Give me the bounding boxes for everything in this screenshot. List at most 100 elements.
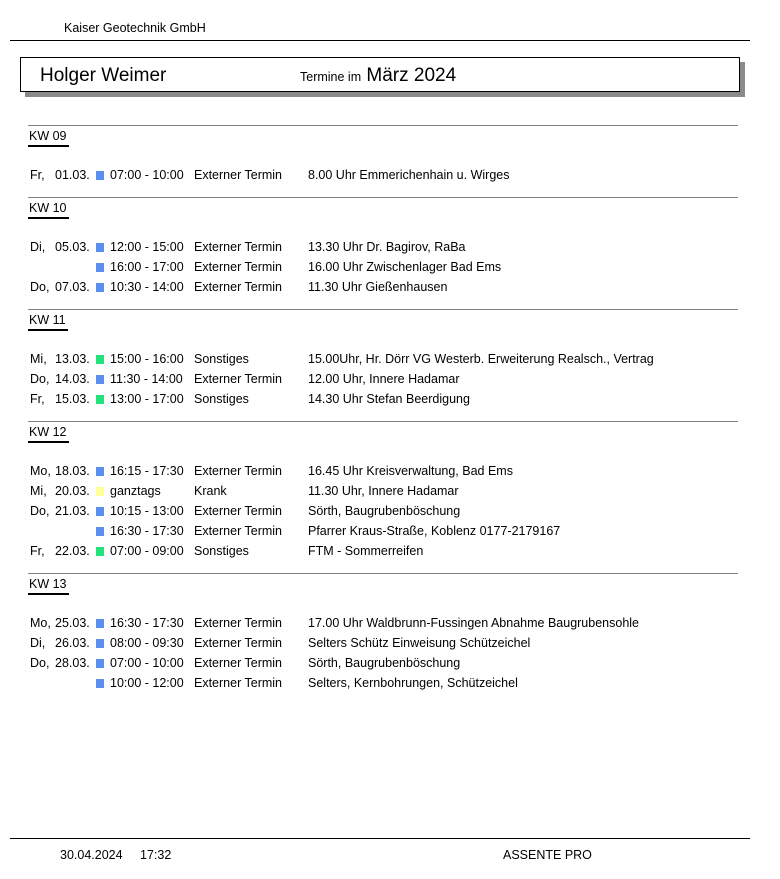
appointment-row[interactable]: Fr, 22.03. 07:00 - 09:00 Sonstiges FTM -… xyxy=(28,541,738,561)
category-color-icon xyxy=(96,395,104,404)
appointment-list: KW 09 Fr, 01.03. 07:00 - 10:00 Externer T… xyxy=(28,125,738,705)
appointment-row[interactable]: Mi, 13.03. 15:00 - 16:00 Sonstiges 15.00… xyxy=(28,349,738,369)
weekday: Mi, xyxy=(30,484,47,498)
appointment-row[interactable]: Di, 26.03. 08:00 - 09:30 Externer Termin… xyxy=(28,633,738,653)
date: 28.03. xyxy=(55,656,90,670)
date: 20.03. xyxy=(55,484,90,498)
category-color-icon xyxy=(96,619,104,628)
time-range: 11:30 - 14:00 xyxy=(110,372,183,386)
header-divider xyxy=(10,40,750,41)
time-range: 16:30 - 17:30 xyxy=(110,616,184,630)
appointment-description: 11.30 Uhr Gießenhausen xyxy=(308,280,448,294)
week-section: KW 09 Fr, 01.03. 07:00 - 10:00 Externer T… xyxy=(28,125,738,197)
appointment-type: Externer Termin xyxy=(194,524,282,538)
week-section: KW 12 Mo, 18.03. 16:15 - 17:30 Externer T… xyxy=(28,421,738,573)
appointment-row[interactable]: Di, 05.03. 12:00 - 15:00 Externer Termin… xyxy=(28,237,738,257)
weekday: Fr, xyxy=(30,392,45,406)
appointment-description: 12.00 Uhr, Innere Hadamar xyxy=(308,372,460,386)
time-range: 07:00 - 10:00 xyxy=(110,656,184,670)
appointment-row[interactable]: Do, 14.03. 11:30 - 14:00 Externer Termin… xyxy=(28,369,738,389)
appointment-type: Externer Termin xyxy=(194,464,282,478)
person-name: Holger Weimer xyxy=(40,65,167,86)
appointment-type: Sonstiges xyxy=(194,544,249,558)
appointment-row[interactable]: Mi, 20.03. ganztags Krank 11.30 Uhr, Inn… xyxy=(28,481,738,501)
appointment-type: Externer Termin xyxy=(194,636,282,650)
week-section: KW 13 Mo, 25.03. 16:30 - 17:30 Externer T… xyxy=(28,573,738,705)
appointment-row[interactable]: Do, 28.03. 07:00 - 10:00 Externer Termin… xyxy=(28,653,738,673)
appointment-row[interactable]: Mo, 25.03. 16:30 - 17:30 Externer Termin… xyxy=(28,613,738,633)
date: 07.03. xyxy=(55,280,90,294)
appointment-row[interactable]: Mo, 18.03. 16:15 - 17:30 Externer Termin… xyxy=(28,461,738,481)
appointment-row[interactable]: 16:00 - 17:00 Externer Termin 16.00 Uhr … xyxy=(28,257,738,277)
time-range: 12:00 - 15:00 xyxy=(110,240,184,254)
category-color-icon xyxy=(96,355,104,364)
appointment-type: Externer Termin xyxy=(194,168,282,182)
weekday: Mi, xyxy=(30,352,47,366)
category-color-icon xyxy=(96,375,104,384)
appointment-type: Externer Termin xyxy=(194,676,282,690)
date: 01.03. xyxy=(55,168,90,182)
date: 14.03. xyxy=(55,372,90,386)
time-range: 16:00 - 17:00 xyxy=(110,260,184,274)
appointment-row[interactable]: 16:30 - 17:30 Externer Termin Pfarrer Kr… xyxy=(28,521,738,541)
weekday: Mo, xyxy=(30,616,51,630)
time-range: ganztags xyxy=(110,484,161,498)
month-title: Termine im März 2024 xyxy=(300,65,456,87)
appointment-description: 13.30 Uhr Dr. Bagirov, RaBa xyxy=(308,240,466,254)
date: 21.03. xyxy=(55,504,90,518)
category-color-icon xyxy=(96,243,104,252)
appointment-description: FTM - Sommerreifen xyxy=(308,544,424,558)
weekday: Di, xyxy=(30,240,46,254)
category-color-icon xyxy=(96,263,104,272)
appointment-description: Selters, Kernbohrungen, Schützeichel xyxy=(308,676,518,690)
product-name: ASSENTE PRO xyxy=(503,848,592,862)
date: 15.03. xyxy=(55,392,90,406)
appointment-description: Sörth, Baugrubenböschung xyxy=(308,656,461,670)
termine-label: Termine im xyxy=(300,70,362,84)
appointment-row[interactable]: Do, 21.03. 10:15 - 13:00 Externer Termin… xyxy=(28,501,738,521)
appointment-type: Sonstiges xyxy=(194,392,249,406)
week-section: KW 10 Di, 05.03. 12:00 - 15:00 Externer T… xyxy=(28,197,738,309)
date: 18.03. xyxy=(55,464,90,478)
week-label: KW 10 xyxy=(28,201,69,219)
weekday: Fr, xyxy=(30,168,45,182)
appointment-row[interactable]: Fr, 15.03. 13:00 - 17:00 Sonstiges 14.30… xyxy=(28,389,738,409)
category-color-icon xyxy=(96,639,104,648)
weekday: Mo, xyxy=(30,464,51,478)
category-color-icon xyxy=(96,659,104,668)
appointment-description: 15.00Uhr, Hr. Dörr VG Westerb. Erweiteru… xyxy=(308,352,654,366)
appointment-description: 8.00 Uhr Emmerichenhain u. Wirges xyxy=(308,168,510,182)
time-range: 10:15 - 13:00 xyxy=(110,504,184,518)
appointment-row[interactable]: 10:00 - 12:00 Externer Termin Selters, K… xyxy=(28,673,738,693)
time-range: 10:30 - 14:00 xyxy=(110,280,184,294)
weekday: Do, xyxy=(30,504,50,518)
footer-divider xyxy=(10,838,750,839)
weekday: Do, xyxy=(30,280,50,294)
category-color-icon xyxy=(96,171,104,180)
appointment-type: Sonstiges xyxy=(194,352,249,366)
appointment-row[interactable]: Do, 07.03. 10:30 - 14:00 Externer Termin… xyxy=(28,277,738,297)
appointment-type: Externer Termin xyxy=(194,616,282,630)
time-range: 16:30 - 17:30 xyxy=(110,524,184,538)
category-color-icon xyxy=(96,467,104,476)
time-range: 08:00 - 09:30 xyxy=(110,636,184,650)
print-time: 17:32 xyxy=(140,848,172,862)
date: 25.03. xyxy=(55,616,90,630)
category-color-icon xyxy=(96,547,104,556)
appointment-type: Externer Termin xyxy=(194,372,282,386)
appointment-description: 11.30 Uhr, Innere Hadamar xyxy=(308,484,459,498)
appointment-description: 17.00 Uhr Waldbrunn-Fussingen Abnahme Ba… xyxy=(308,616,639,630)
week-label: KW 09 xyxy=(28,129,69,147)
time-range: 15:00 - 16:00 xyxy=(110,352,184,366)
week-label: KW 12 xyxy=(28,425,69,443)
weekday: Di, xyxy=(30,636,46,650)
appointment-type: Externer Termin xyxy=(194,280,282,294)
company-name: Kaiser Geotechnik GmbH xyxy=(64,21,206,35)
appointment-description: Pfarrer Kraus-Straße, Koblenz 0177-21791… xyxy=(308,524,561,538)
appointment-description: Sörth, Baugrubenböschung xyxy=(308,504,461,518)
time-range: 10:00 - 12:00 xyxy=(110,676,184,690)
category-color-icon xyxy=(96,283,104,292)
date: 05.03. xyxy=(55,240,90,254)
appointment-row[interactable]: Fr, 01.03. 07:00 - 10:00 Externer Termin… xyxy=(28,165,738,185)
time-range: 13:00 - 17:00 xyxy=(110,392,184,406)
